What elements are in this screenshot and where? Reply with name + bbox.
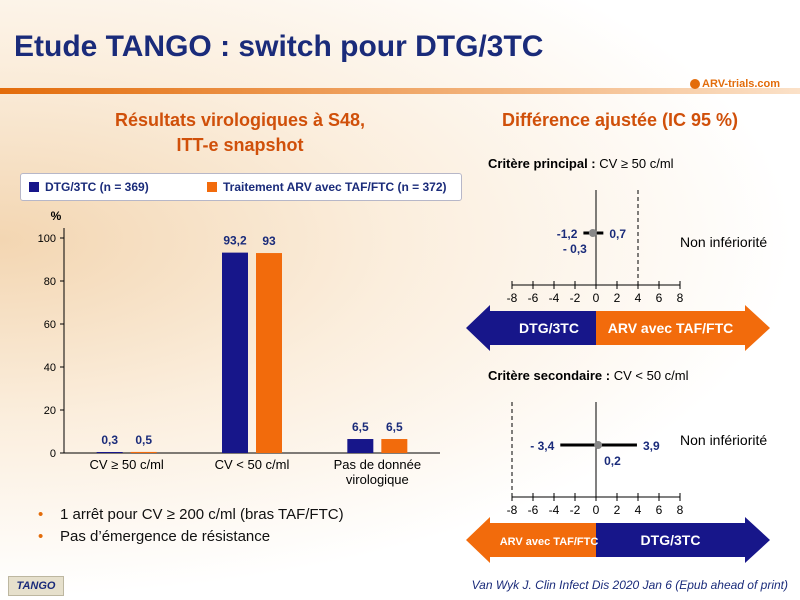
forest-tick-label: 2 [614, 503, 621, 517]
y-tick-label: 0 [50, 448, 56, 460]
forest-title: Critère principal : CV ≥ 50 c/ml [488, 156, 674, 171]
arrow-right [596, 517, 770, 563]
x-tick-label: CV ≥ 50 c/ml [90, 457, 164, 472]
arrow-left [466, 517, 596, 563]
arrow-left-label: ARV avec TAF/FTC [500, 536, 599, 548]
y-tick-label: 80 [44, 276, 56, 288]
legend-swatch-taf [207, 182, 217, 192]
forest-tick-label: 0 [593, 291, 600, 305]
right-section-title: Différence ajustée (IC 95 %) [501, 110, 739, 130]
arrow-left-label: DTG/3TC [519, 320, 579, 336]
point-label: 0,2 [604, 454, 621, 468]
y-tick-label: 20 [44, 405, 56, 417]
forest-title-bold: Critère secondaire : [488, 368, 610, 383]
non-inferiority-label: Non infériorité [680, 234, 767, 250]
forest-tick-label: -4 [549, 503, 560, 517]
legend-label-taf: Traitement ARV avec TAF/FTC (n = 372) [223, 180, 447, 194]
forest-tick-label: -6 [528, 291, 539, 305]
x-tick-label: CV < 50 c/ml [215, 457, 290, 472]
forest-tick-label: 4 [635, 291, 642, 305]
bullet-list: 1 arrêt pour CV ≥ 200 c/ml (bras TAF/FTC… [38, 506, 344, 550]
ci-low-label: - 3,4 [530, 439, 554, 453]
title-rule [0, 88, 800, 94]
footer-tag: TANGO [8, 576, 64, 596]
non-inferiority-label: Non infériorité [680, 432, 767, 448]
forest-title-rest: CV ≥ 50 c/ml [596, 156, 674, 171]
forest-tick-label: 2 [614, 291, 621, 305]
y-tick-label: 60 [44, 319, 56, 331]
left-title-line2: ITT-e snapshot [176, 135, 304, 155]
y-axis-label: % [51, 209, 62, 223]
bar [222, 252, 248, 453]
ci-low-label: -1,2 [557, 227, 578, 241]
bar-data-label: 6,5 [352, 420, 369, 434]
forest-title-bold: Critère principal : [488, 156, 596, 171]
left-title-line1: Résultats virologiques à S48, [114, 110, 366, 130]
bar-data-label: 0,5 [135, 433, 152, 447]
bar [130, 451, 157, 453]
arrow-right-label: ARV avec TAF/FTC [608, 320, 734, 336]
reference: Van Wyk J. Clin Infect Dis 2020 Jan 6 (E… [471, 578, 788, 592]
bar [256, 253, 282, 453]
page-title: Etude TANGO : switch pour DTG/3TC [14, 30, 544, 63]
forest-tick-label: 6 [656, 291, 663, 305]
forest-tick-label: -4 [549, 291, 560, 305]
bar-legend: DTG/3TC (n = 369) Traitement ARV avec TA… [20, 173, 462, 201]
y-tick-label: 40 [44, 362, 56, 374]
bullet-item: Pas d’émergence de résistance [38, 528, 344, 550]
logo-text: ARV-trials.com [702, 78, 781, 90]
legend-label-dtg: DTG/3TC (n = 369) [45, 180, 149, 194]
forest-tick-label: -6 [528, 503, 539, 517]
forest-tick-label: -2 [570, 291, 581, 305]
arrow-right [596, 305, 770, 351]
x-tick-label: virologique [346, 472, 409, 487]
ci-high-label: 0,7 [609, 227, 626, 241]
forest-tick-label: 8 [677, 291, 684, 305]
bar-data-label: 6,5 [386, 420, 403, 434]
bullet-item: 1 arrêt pour CV ≥ 200 c/ml (bras TAF/FTC… [38, 506, 344, 528]
forest-tick-label: 4 [635, 503, 642, 517]
forest-tick-label: -8 [507, 291, 518, 305]
bar-data-label: 0,3 [101, 433, 118, 447]
bar [381, 439, 408, 453]
logo-icon [690, 79, 700, 90]
forest-tick-label: 8 [677, 503, 684, 517]
forest-tick-label: 0 [593, 503, 600, 517]
bar-data-label: 93,2 [223, 234, 247, 248]
x-tick-label: Pas de donnée [334, 457, 421, 472]
forest-title: Critère secondaire : CV < 50 c/ml [488, 368, 689, 383]
forest-tick-label: -8 [507, 503, 518, 517]
point-estimate [594, 441, 603, 449]
point-label: - 0,3 [563, 242, 587, 256]
forest-title-rest: CV < 50 c/ml [610, 368, 688, 383]
forest-tick-label: -2 [570, 503, 581, 517]
ci-high-label: 3,9 [643, 439, 660, 453]
point-estimate [588, 229, 597, 237]
logo[interactable]: ARV-trials.com [690, 78, 780, 90]
legend-swatch-dtg [29, 182, 39, 192]
arrow-right-label: DTG/3TC [641, 532, 701, 548]
bar-data-label: 93 [262, 234, 276, 248]
left-section-title: Résultats virologiques à S48, ITT-e snap… [40, 110, 440, 156]
forest-tick-label: 6 [656, 503, 663, 517]
bar [347, 439, 374, 453]
bar [96, 452, 123, 453]
y-tick-label: 100 [38, 233, 56, 245]
arrow-left [466, 305, 596, 351]
